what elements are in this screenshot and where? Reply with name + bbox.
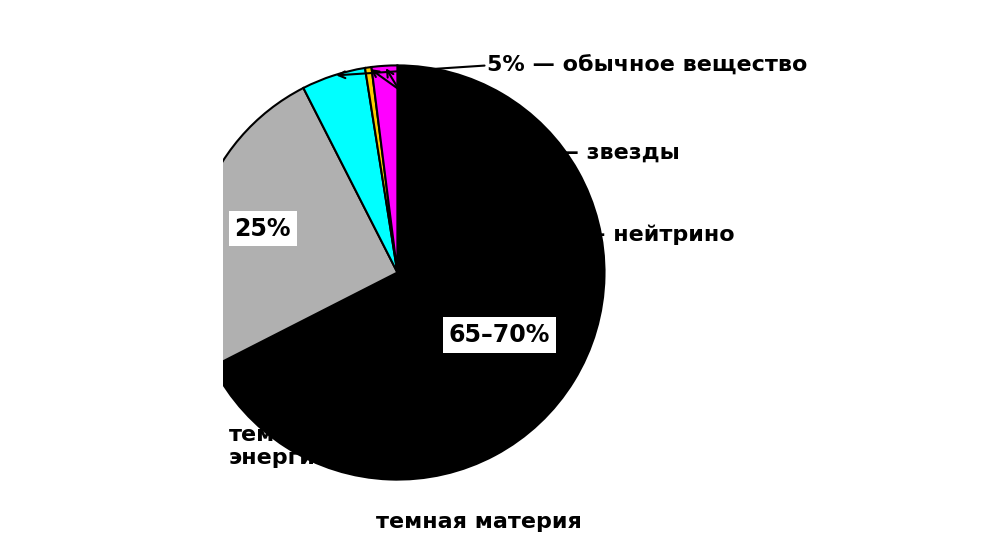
Wedge shape (372, 65, 397, 272)
Text: 0.5% — звезды: 0.5% — звезды (488, 143, 680, 162)
Wedge shape (190, 88, 397, 367)
Wedge shape (213, 65, 605, 480)
Wedge shape (303, 68, 397, 272)
Text: 65–70%: 65–70% (449, 323, 550, 347)
Text: 0.3–3% — нейтрино: 0.3–3% — нейтрино (488, 224, 735, 245)
Text: темная
энергия: темная энергия (229, 425, 330, 469)
Text: темная материя: темная материя (377, 512, 582, 532)
Wedge shape (365, 67, 397, 272)
Text: 25%: 25% (235, 217, 291, 241)
Text: 5% — обычное вещество: 5% — обычное вещество (488, 55, 808, 76)
